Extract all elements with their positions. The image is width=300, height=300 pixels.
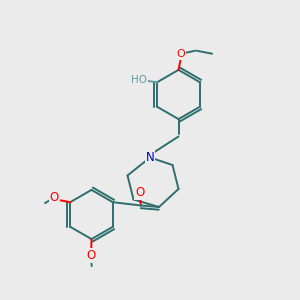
Text: O: O: [50, 191, 59, 204]
Text: O: O: [135, 186, 144, 199]
Text: HO: HO: [131, 75, 147, 85]
Text: O: O: [176, 49, 185, 59]
Text: O: O: [86, 249, 95, 262]
Text: N: N: [146, 151, 154, 164]
